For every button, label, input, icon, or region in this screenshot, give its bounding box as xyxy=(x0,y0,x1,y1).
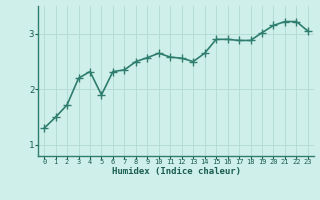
X-axis label: Humidex (Indice chaleur): Humidex (Indice chaleur) xyxy=(111,167,241,176)
